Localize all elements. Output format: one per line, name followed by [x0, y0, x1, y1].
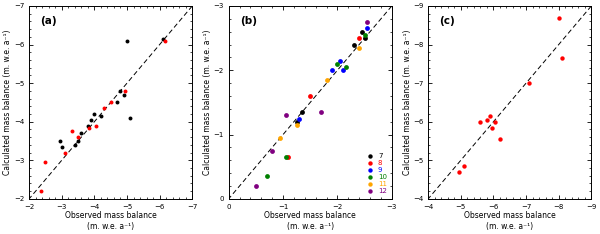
- Point: [41, 160, 50, 164]
- Point: [122, 39, 132, 43]
- X-axis label: Observed mass balance
(m. w.e. a⁻¹): Observed mass balance (m. w.e. a⁻¹): [464, 211, 556, 230]
- Point: [316, 110, 326, 114]
- Point: [355, 46, 364, 50]
- Point: [281, 113, 290, 117]
- Point: [268, 149, 277, 153]
- Point: [85, 126, 94, 129]
- Point: [96, 114, 106, 118]
- Point: [91, 124, 101, 128]
- Point: [524, 81, 534, 85]
- Text: (c): (c): [440, 16, 455, 26]
- Point: [490, 120, 500, 124]
- Y-axis label: Calculated mass balance (m. w.e. a⁻¹): Calculated mass balance (m. w.e. a⁻¹): [4, 30, 13, 175]
- Point: [106, 101, 115, 104]
- Point: [355, 36, 364, 40]
- Point: [292, 123, 301, 127]
- Point: [158, 37, 167, 41]
- Point: [281, 155, 290, 159]
- Point: [112, 101, 122, 104]
- Point: [349, 43, 359, 46]
- Point: [125, 116, 135, 120]
- Point: [116, 89, 125, 93]
- Point: [476, 120, 485, 124]
- Point: [327, 68, 337, 72]
- Point: [557, 56, 567, 60]
- Y-axis label: Calculated mass balance (m. w.e. a⁻¹): Calculated mass balance (m. w.e. a⁻¹): [203, 30, 212, 175]
- Point: [60, 151, 70, 154]
- Point: [305, 94, 315, 98]
- Point: [77, 132, 86, 135]
- Point: [341, 65, 350, 69]
- Point: [459, 164, 469, 168]
- Point: [262, 175, 272, 178]
- Point: [36, 189, 46, 193]
- Point: [335, 59, 345, 62]
- Point: [482, 118, 492, 122]
- Point: [55, 139, 65, 143]
- Point: [338, 68, 347, 72]
- Point: [57, 145, 67, 149]
- Point: [295, 117, 304, 120]
- X-axis label: Observed mass balance
(m. w.e. a⁻¹): Observed mass balance (m. w.e. a⁻¹): [65, 211, 157, 230]
- Point: [357, 30, 367, 33]
- Point: [83, 124, 92, 128]
- Point: [485, 114, 495, 118]
- Point: [100, 106, 109, 110]
- Text: (b): (b): [240, 16, 257, 26]
- Point: [292, 120, 301, 124]
- Point: [160, 39, 169, 43]
- Point: [322, 78, 331, 82]
- Point: [487, 126, 497, 129]
- Point: [73, 139, 83, 143]
- Point: [495, 137, 505, 141]
- Point: [89, 112, 99, 116]
- Point: [332, 62, 342, 66]
- Point: [119, 93, 128, 97]
- Point: [362, 27, 372, 30]
- Legend: 7, 8, 9, 10, 11, 12: 7, 8, 9, 10, 11, 12: [361, 151, 388, 195]
- Point: [454, 170, 464, 174]
- Y-axis label: Calculated mass balance (m. w.e. a⁻¹): Calculated mass balance (m. w.e. a⁻¹): [403, 30, 412, 175]
- X-axis label: Observed mass balance
(m. w.e. a⁻¹): Observed mass balance (m. w.e. a⁻¹): [265, 211, 356, 230]
- Point: [67, 129, 76, 133]
- Point: [251, 184, 260, 188]
- Point: [284, 155, 293, 159]
- Point: [554, 16, 563, 19]
- Point: [73, 135, 83, 139]
- Point: [360, 36, 370, 40]
- Point: [86, 118, 96, 122]
- Point: [360, 33, 370, 37]
- Point: [275, 136, 285, 140]
- Point: [362, 20, 372, 24]
- Text: (a): (a): [41, 16, 57, 26]
- Point: [70, 143, 80, 147]
- Point: [121, 89, 130, 93]
- Point: [297, 110, 307, 114]
